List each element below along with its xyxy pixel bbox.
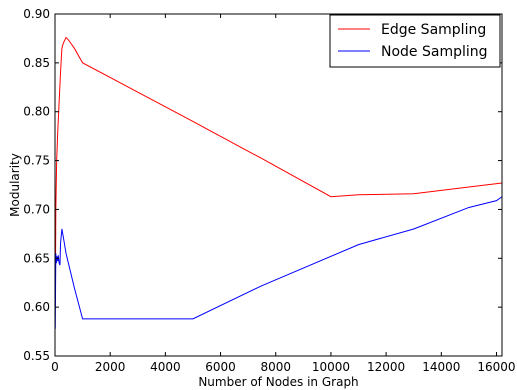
x-tick-label: 2000: [95, 360, 126, 374]
legend-label-edge-sampling: Edge Sampling: [381, 22, 486, 38]
y-tick-label: 0.85: [23, 56, 50, 70]
y-tick-label: 0.60: [23, 300, 50, 314]
y-tick-label: 0.80: [23, 105, 50, 119]
x-tick-label: 6000: [205, 360, 236, 374]
x-axis-title: Number of Nodes in Graph: [198, 375, 358, 389]
y-tick-label: 0.70: [23, 202, 50, 216]
y-tick-label: 0.55: [23, 349, 50, 363]
y-tick-label: 0.90: [23, 7, 50, 21]
x-tick-label: 12000: [367, 360, 405, 374]
legend-label-node-sampling: Node Sampling: [381, 44, 488, 60]
legend: Edge Sampling Node Sampling: [329, 14, 501, 68]
y-axis-title: Modularity: [8, 153, 22, 217]
x-tick-label: 16000: [477, 360, 515, 374]
x-tick-label: 10000: [312, 360, 350, 374]
y-tick-label: 0.65: [23, 251, 50, 265]
x-tick-label: 14000: [422, 360, 460, 374]
series-line-node-sampling: [54, 196, 503, 329]
legend-box: [329, 14, 501, 68]
x-tick-label: 4000: [150, 360, 181, 374]
x-tick-label: 8000: [260, 360, 291, 374]
y-tick-label: 0.75: [23, 154, 50, 168]
series-line-edge-sampling: [54, 36, 503, 308]
plot-frame: [54, 13, 503, 357]
x-tick-label: 0: [51, 360, 59, 374]
